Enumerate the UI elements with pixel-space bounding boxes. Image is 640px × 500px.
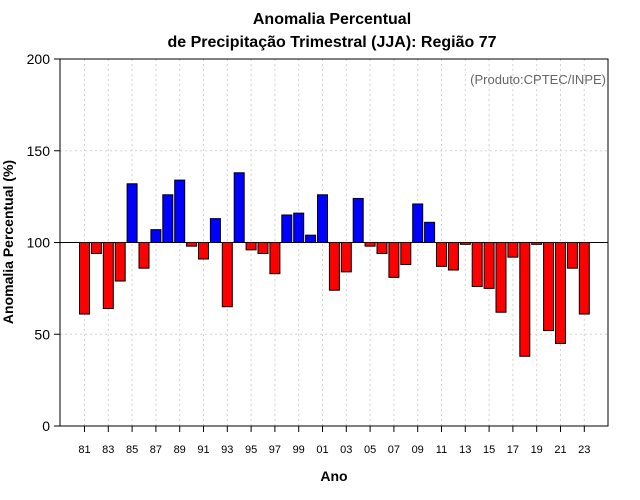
bar-90: [186, 242, 198, 247]
x-tick-label: 87: [150, 444, 162, 456]
bar-06: [376, 242, 388, 255]
bar-85: [126, 183, 138, 243]
bar-01: [317, 194, 328, 243]
bar-83: [102, 242, 114, 310]
bar-07: [388, 242, 400, 278]
bar-08: [400, 242, 412, 266]
y-tick-label: 200: [27, 51, 51, 67]
bar-96: [257, 242, 269, 255]
bar-81: [79, 242, 90, 315]
bar-16: [495, 242, 507, 313]
bar-94: [233, 172, 245, 244]
bar-17: [507, 242, 519, 258]
chart-title-line2: de Precipitação Trimestral (JJA): Região…: [167, 34, 496, 51]
bar-97: [269, 242, 281, 275]
bar-00: [305, 234, 317, 244]
bar-11: [436, 242, 447, 267]
bar-95: [245, 242, 257, 251]
x-axis-label: Ano: [320, 468, 347, 484]
x-tick-label: 05: [364, 444, 376, 456]
bar-04: [352, 197, 364, 244]
bar-03: [340, 242, 352, 273]
x-tick-label: 99: [293, 444, 305, 456]
bar-98: [281, 214, 293, 244]
x-tick-label: 97: [269, 444, 281, 456]
bar-20: [543, 242, 555, 332]
x-tick-label: 07: [388, 444, 400, 456]
credit-text: (Produto:CPTEC/INPE): [470, 72, 606, 87]
bar-87: [150, 229, 162, 243]
y-tick-label: 150: [27, 143, 51, 159]
x-tick-label: 15: [483, 444, 495, 456]
bar-91: [198, 242, 209, 260]
bar-86: [138, 242, 150, 269]
bar-84: [114, 242, 126, 282]
x-tick-label: 95: [245, 444, 257, 456]
x-tick-label: 11: [436, 444, 447, 456]
bar-88: [162, 194, 174, 243]
x-tick-label: 83: [102, 444, 114, 456]
bar-14: [471, 242, 483, 288]
bar-10: [424, 221, 436, 244]
bar-21: [555, 242, 566, 344]
bar-18: [519, 242, 531, 357]
x-tick-label: 23: [578, 444, 590, 456]
x-axis: 81 83 85 87 89 91 93 95 97 99 01 03 05 07 09 11 13 15 17 19…: [78, 426, 590, 456]
x-tick-label: 85: [126, 444, 138, 456]
x-tick-label: 13: [459, 444, 471, 456]
y-tick-label: 50: [34, 326, 50, 342]
bar-15: [483, 242, 495, 289]
x-tick-label: 81: [78, 444, 90, 456]
x-tick-label: 17: [507, 444, 519, 456]
grid-lines: [60, 59, 608, 426]
x-tick-label: 19: [531, 444, 543, 456]
bar-82: [90, 242, 102, 255]
x-tick-label: 09: [412, 444, 424, 456]
x-tick-label: 93: [221, 444, 233, 456]
x-tick-label: 01: [316, 444, 328, 456]
x-tick-label: 21: [554, 444, 566, 456]
y-tick-label: 0: [42, 418, 50, 434]
bar-23: [578, 242, 590, 315]
chart-title-line1: Anomalia Percentual: [253, 11, 411, 28]
y-tick-label: 100: [27, 235, 51, 251]
x-tick-label: 89: [174, 444, 186, 456]
bar-12: [447, 242, 459, 271]
y-axis-label: Anomalia Percentual (%): [0, 160, 16, 324]
bar-92: [209, 218, 221, 244]
bar-93: [221, 242, 233, 308]
x-tick-label: 91: [197, 444, 209, 456]
bar-09: [412, 203, 424, 243]
y-axis: 0 50 100 150 200: [27, 51, 60, 434]
bar-22: [566, 242, 578, 269]
bar-99: [293, 212, 305, 243]
bar-05: [364, 242, 376, 247]
x-tick-label: 03: [340, 444, 352, 456]
bar-89: [174, 179, 186, 243]
bar-02: [328, 242, 340, 291]
